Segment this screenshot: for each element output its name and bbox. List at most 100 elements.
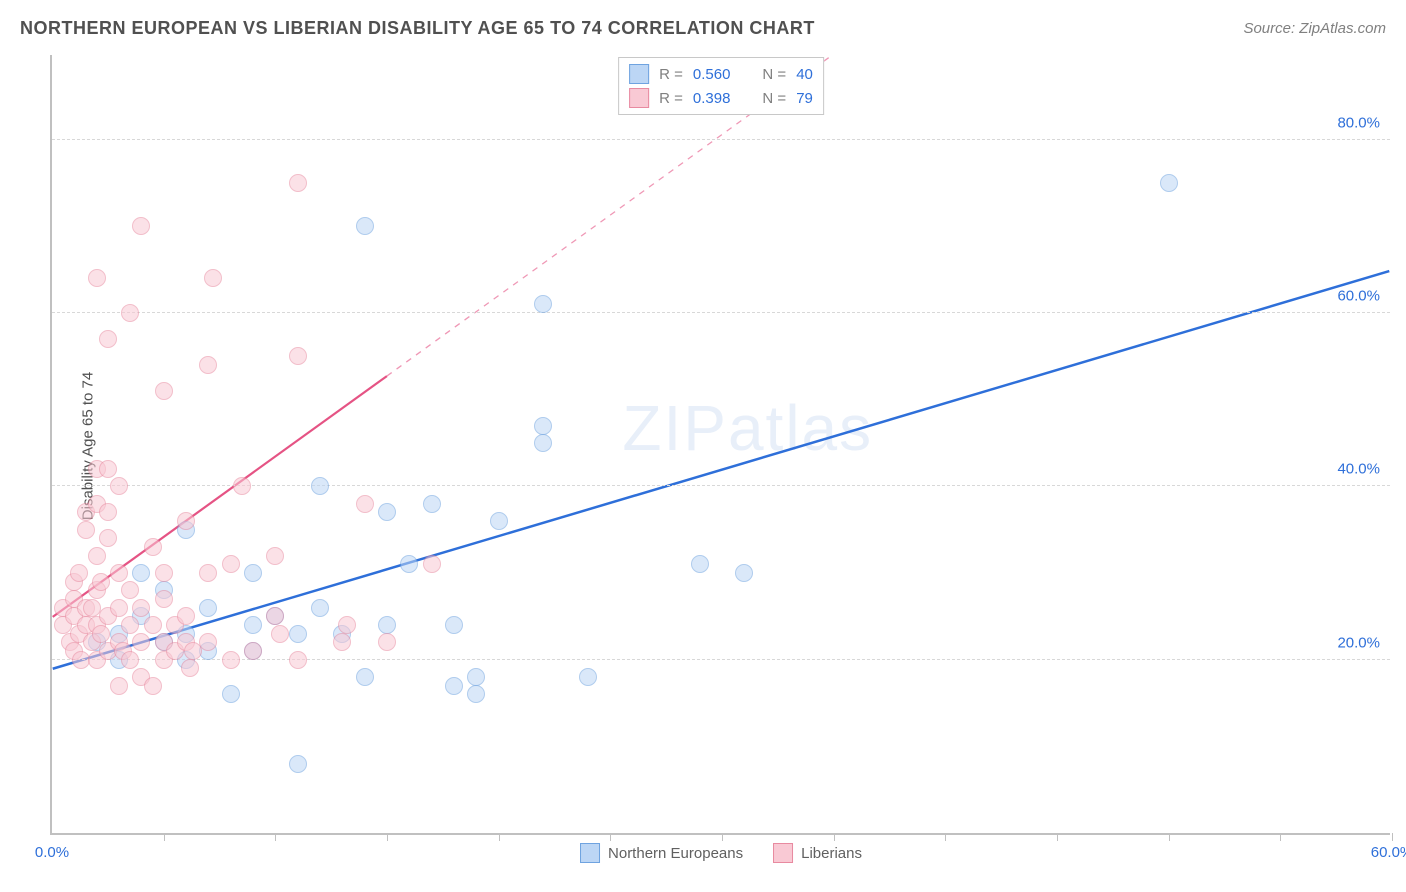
data-point — [110, 677, 128, 695]
legend-swatch — [580, 843, 600, 863]
data-point — [99, 330, 117, 348]
x-tick-mark — [275, 833, 276, 841]
data-point — [144, 538, 162, 556]
data-point — [266, 547, 284, 565]
legend-swatch — [773, 843, 793, 863]
y-tick-label: 60.0% — [1337, 288, 1380, 305]
data-point — [199, 633, 217, 651]
data-point — [579, 668, 597, 686]
data-point — [199, 356, 217, 374]
data-point — [338, 616, 356, 634]
data-point — [356, 668, 374, 686]
x-tick-mark — [1392, 833, 1393, 841]
x-tick-mark — [387, 833, 388, 841]
data-point — [266, 607, 284, 625]
correlation-legend: R =0.560N =40R =0.398N =79 — [618, 57, 824, 115]
data-point — [181, 659, 199, 677]
data-point — [92, 573, 110, 591]
data-point — [144, 677, 162, 695]
data-point — [423, 555, 441, 573]
x-tick-mark — [722, 833, 723, 841]
legend-swatch — [629, 88, 649, 108]
gridline-h — [52, 312, 1390, 313]
n-label: N = — [762, 90, 786, 107]
data-point — [244, 642, 262, 660]
data-point — [77, 521, 95, 539]
gridline-h — [52, 485, 1390, 486]
data-point — [88, 269, 106, 287]
x-tick-mark — [1169, 833, 1170, 841]
data-point — [110, 599, 128, 617]
data-point — [121, 616, 139, 634]
data-point — [691, 555, 709, 573]
r-value: 0.560 — [693, 66, 731, 83]
data-point — [70, 564, 88, 582]
data-point — [121, 304, 139, 322]
data-point — [445, 677, 463, 695]
n-value: 79 — [796, 90, 813, 107]
x-tick-mark — [1280, 833, 1281, 841]
data-point — [311, 599, 329, 617]
y-tick-label: 20.0% — [1337, 634, 1380, 651]
data-point — [1160, 174, 1178, 192]
data-point — [155, 590, 173, 608]
data-point — [121, 651, 139, 669]
data-point — [99, 503, 117, 521]
data-point — [534, 417, 552, 435]
data-point — [333, 633, 351, 651]
data-point — [155, 382, 173, 400]
data-point — [289, 755, 307, 773]
x-tick-mark — [610, 833, 611, 841]
r-value: 0.398 — [693, 90, 731, 107]
data-point — [99, 460, 117, 478]
data-point — [467, 685, 485, 703]
data-point — [199, 599, 217, 617]
data-point — [204, 269, 222, 287]
data-point — [289, 174, 307, 192]
legend-swatch — [629, 64, 649, 84]
legend-label: Liberians — [801, 845, 862, 862]
x-tick-mark — [499, 833, 500, 841]
data-point — [177, 607, 195, 625]
data-point — [132, 564, 150, 582]
plot-area: ZIPatlas R =0.560N =40R =0.398N =79 Nort… — [50, 55, 1390, 835]
data-point — [467, 668, 485, 686]
data-point — [222, 651, 240, 669]
legend-row: R =0.560N =40 — [629, 62, 813, 86]
legend-item: Liberians — [773, 843, 862, 863]
data-point — [222, 685, 240, 703]
data-point — [490, 512, 508, 530]
x-tick-mark — [945, 833, 946, 841]
x-tick-label: 0.0% — [35, 844, 69, 861]
source-label: Source: ZipAtlas.com — [1243, 20, 1386, 37]
data-point — [88, 547, 106, 565]
data-point — [445, 616, 463, 634]
legend-row: R =0.398N =79 — [629, 86, 813, 110]
data-point — [289, 625, 307, 643]
data-point — [378, 616, 396, 634]
data-point — [534, 295, 552, 313]
data-point — [289, 347, 307, 365]
data-point — [289, 651, 307, 669]
data-point — [222, 555, 240, 573]
data-point — [132, 599, 150, 617]
data-point — [132, 217, 150, 235]
data-point — [233, 477, 251, 495]
chart-header: NORTHERN EUROPEAN VS LIBERIAN DISABILITY… — [20, 18, 1386, 39]
data-point — [177, 512, 195, 530]
x-tick-mark — [164, 833, 165, 841]
data-point — [534, 434, 552, 452]
data-point — [378, 633, 396, 651]
data-point — [144, 616, 162, 634]
y-tick-label: 80.0% — [1337, 114, 1380, 131]
x-tick-mark — [834, 833, 835, 841]
data-point — [110, 477, 128, 495]
data-point — [244, 616, 262, 634]
data-point — [99, 529, 117, 547]
series-legend: Northern EuropeansLiberians — [580, 843, 862, 863]
data-point — [110, 564, 128, 582]
x-tick-mark — [1057, 833, 1058, 841]
chart-title: NORTHERN EUROPEAN VS LIBERIAN DISABILITY… — [20, 18, 815, 39]
x-tick-label: 60.0% — [1371, 844, 1406, 861]
data-point — [199, 564, 217, 582]
